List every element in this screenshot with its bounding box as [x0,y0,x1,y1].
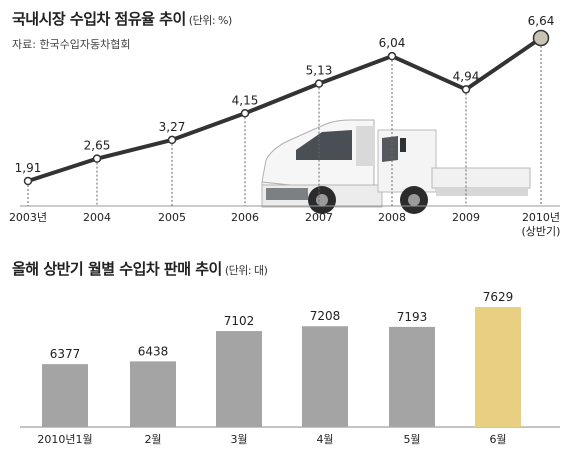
bar [216,331,262,427]
bar-x-tick: 4월 [316,433,333,446]
line-value-label: 6,04 [379,36,406,50]
bar-chart-unit: (단위: 대) [224,264,268,277]
line-point [314,79,324,88]
line-point [23,176,33,186]
line-x-tick: 2008 [378,211,406,224]
truck-illustration [261,119,531,214]
bar [302,326,348,427]
line-x-tick: 2006 [231,211,259,224]
line-chart-source: 자료: 한국수입자동차협회 [12,38,131,51]
line-point [167,135,177,145]
bar [130,361,176,427]
line-series [27,36,543,183]
bar-value-label: 7208 [310,309,341,323]
line-point [532,29,550,47]
bar-value-label: 6377 [50,347,81,361]
line-value-label: 5,13 [306,64,333,78]
line-point [240,109,250,118]
line-value-label: 4,94 [453,69,480,83]
line-x-tick: 2007 [305,211,333,224]
line-value-label: 1,91 [15,161,42,175]
bar-x-tick: 2010년1월 [37,433,92,446]
bar-x-tick: 6월 [489,433,506,446]
line-value-label: 6,64 [528,14,555,28]
bar-value-label: 7629 [483,290,514,304]
line-x-tick: 2004 [83,211,111,224]
line-x-tick: 2009 [452,211,480,224]
bar-x-tick: 2월 [144,433,161,446]
bar [42,364,88,427]
line-value-label: 4,15 [232,93,259,107]
line-x-tick: 2003년 [9,211,47,224]
line-x-tick: 2010년 (상반기) [522,211,561,238]
bar-value-label: 7102 [224,314,255,328]
line-point [92,154,102,163]
bar-value-label: 6438 [138,344,169,358]
bar-chart-title: 올해 상반기 월별 수입차 판매 추이 (단위: 대) [12,260,268,278]
bar [389,326,435,427]
line-chart-unit: (단위: %) [188,14,232,27]
line-chart-title: 국내시장 수입차 점유율 추이 (단위: %) [12,10,232,28]
line-point [387,51,397,61]
line-x-tick: 2005 [158,211,186,224]
bar-x-tick: 3월 [230,433,247,446]
bar-value-label: 7193 [397,310,428,324]
line-point [461,85,471,94]
bar [475,307,521,427]
line-value-label: 2,65 [84,139,111,153]
line-value-label: 3,27 [159,120,186,134]
bar-x-tick: 5월 [403,433,420,446]
